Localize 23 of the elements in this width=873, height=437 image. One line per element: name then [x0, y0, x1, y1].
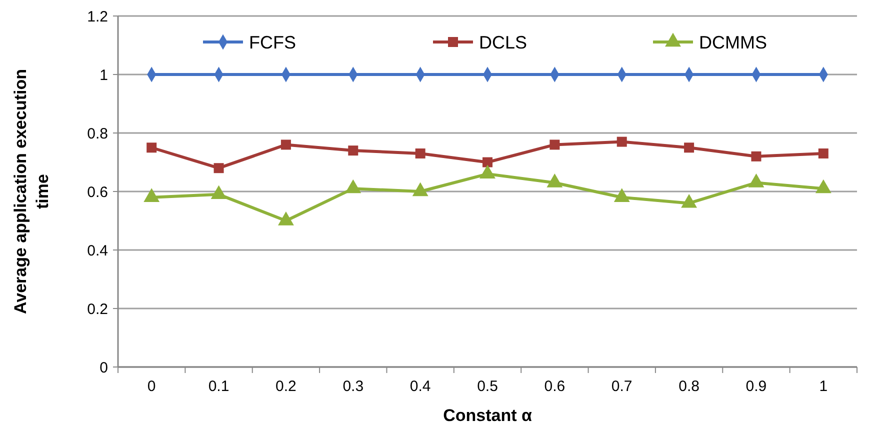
- x-tick-label: 0.4: [410, 378, 431, 395]
- x-tick-label: 0.9: [746, 378, 767, 395]
- y-axis-title: Average application execution time: [11, 69, 52, 314]
- y-tick-label: 0: [100, 359, 108, 376]
- y-tick-label: 1: [100, 66, 108, 84]
- x-tick-label: 1: [819, 378, 828, 395]
- y-tick-label: 0.6: [87, 184, 108, 201]
- x-axis-title: Constant α: [443, 406, 532, 425]
- y-tick-label: 1.2: [87, 8, 108, 26]
- legend-label: FCFS: [249, 32, 296, 52]
- y-tick-label: 0.8: [87, 125, 108, 142]
- legend-label: DCLS: [479, 32, 528, 52]
- y-tick-label: 0.4: [87, 242, 108, 260]
- legend-label: DCMMS: [699, 32, 767, 52]
- x-tick-label: 0.2: [276, 378, 296, 395]
- y-tick-label: 0.2: [87, 300, 108, 318]
- x-tick-label: 0.5: [477, 378, 498, 395]
- x-tick-label: 0.3: [342, 378, 364, 395]
- x-tick-label: 0.1: [208, 378, 230, 395]
- x-tick-label: 0: [147, 378, 156, 395]
- x-tick-label: 0.7: [611, 378, 632, 395]
- x-tick-label: 0.8: [678, 378, 700, 395]
- x-tick-label: 0.6: [544, 378, 566, 395]
